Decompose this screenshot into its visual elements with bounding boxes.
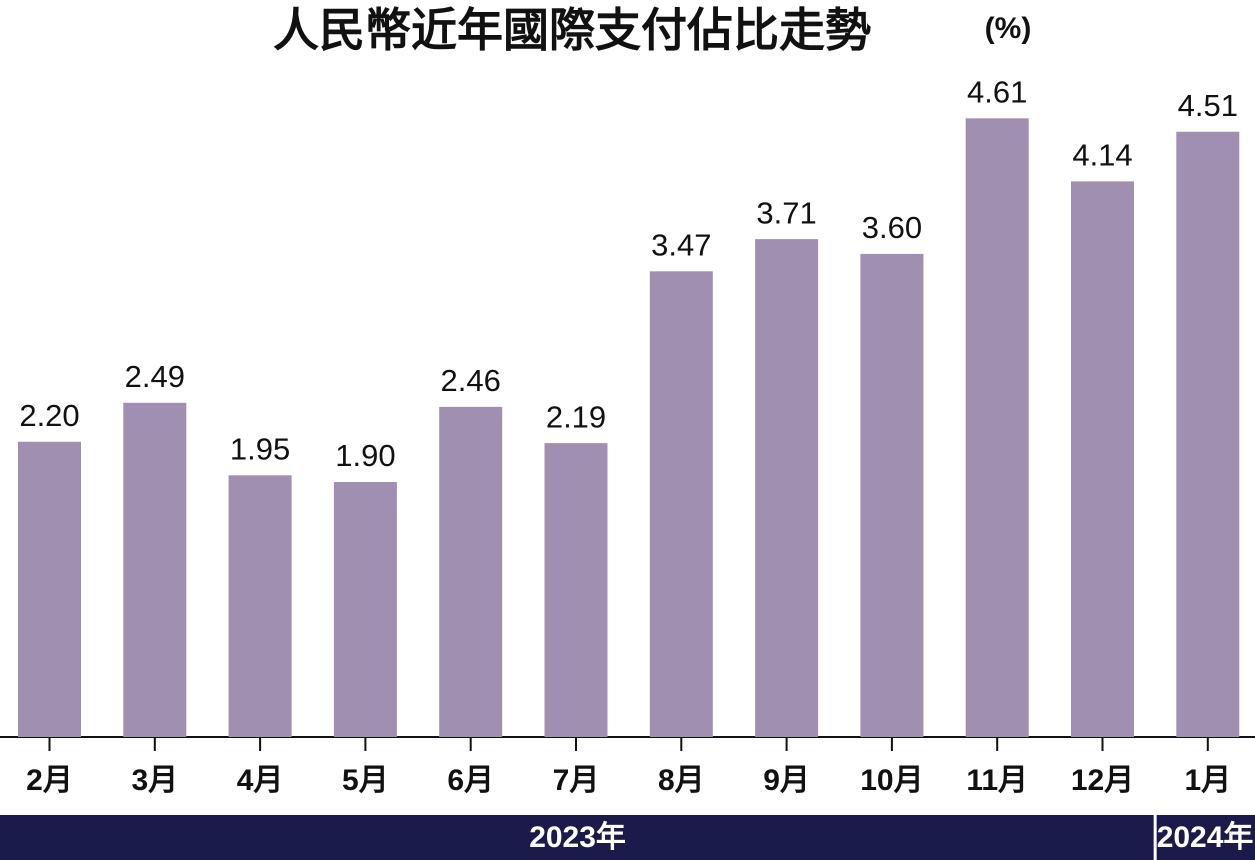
x-tick-label: 12月 (1071, 764, 1134, 797)
value-label: 2.20 (19, 398, 79, 433)
year-band (0, 815, 1255, 860)
x-tick-label: 3月 (131, 764, 178, 797)
x-tick-label: 2月 (26, 764, 73, 797)
unit-label: (%) (985, 12, 1032, 45)
bar (333, 482, 397, 737)
bar (18, 441, 81, 737)
x-tick-label: 6月 (447, 764, 494, 797)
bar (544, 443, 608, 737)
x-tick-label: 7月 (553, 764, 600, 797)
value-label: 2.49 (125, 359, 185, 394)
bar (1071, 181, 1134, 738)
bar (123, 402, 187, 737)
x-tick-label: 10月 (860, 764, 923, 797)
value-label: 1.90 (335, 438, 395, 473)
group-label: 2023年 (529, 821, 626, 854)
value-label: 3.47 (651, 228, 711, 263)
value-label: 4.14 (1072, 138, 1132, 173)
bar (439, 406, 503, 737)
bar (755, 239, 819, 738)
x-tick-label: 5月 (342, 764, 389, 797)
bar (965, 118, 1029, 737)
value-label: 4.61 (967, 75, 1027, 110)
value-label: 2.19 (546, 399, 606, 434)
bar (1176, 131, 1240, 737)
x-tick-label: 4月 (237, 764, 284, 797)
bar (228, 475, 292, 737)
x-tick-label: 9月 (763, 764, 810, 797)
value-label: 3.60 (862, 210, 922, 245)
value-label: 3.71 (756, 195, 816, 230)
bar (860, 253, 924, 737)
value-label: 1.95 (230, 431, 290, 466)
x-tick-label: 8月 (658, 764, 705, 797)
x-tick-label: 11月 (966, 764, 1028, 797)
bar (649, 271, 713, 737)
chart-title: 人民幣近年國際支付佔比走勢 (273, 4, 871, 56)
value-label: 4.51 (1178, 88, 1238, 123)
value-label: 2.46 (441, 363, 501, 398)
group-label: 2024年 (1157, 821, 1254, 854)
x-tick-label: 1月 (1184, 764, 1231, 797)
